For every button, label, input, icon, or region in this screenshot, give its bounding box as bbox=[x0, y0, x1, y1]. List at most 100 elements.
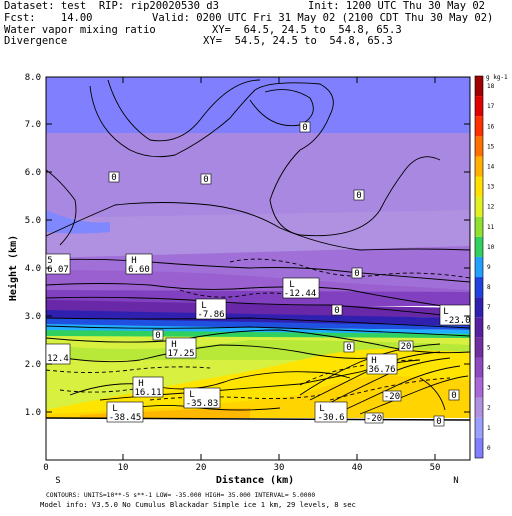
colorbar-swatch bbox=[475, 437, 483, 458]
low-label: L bbox=[319, 404, 324, 414]
x-tick-label: 0 bbox=[43, 463, 48, 473]
high-value: 36.76 bbox=[368, 365, 395, 375]
label-m20: -20 bbox=[384, 392, 400, 402]
colorbar-unit: g kg-1 bbox=[486, 74, 508, 81]
colorbar-swatch bbox=[475, 196, 483, 217]
label-zero: 0 bbox=[356, 191, 361, 201]
colorbar-label: 7 bbox=[487, 304, 491, 311]
colorbar-label: 11 bbox=[487, 224, 495, 231]
low-label: L bbox=[189, 390, 194, 400]
y-tick-label: 6.0 bbox=[25, 168, 41, 178]
high-value: 17.25 bbox=[167, 349, 194, 359]
model-info: Model info: V3.5.0 No Cumulus Blackadar … bbox=[40, 500, 356, 509]
x-tick-label: 30 bbox=[274, 463, 285, 473]
y-tick-label: 8.0 bbox=[25, 73, 41, 83]
colorbar-label: 8 bbox=[487, 284, 491, 291]
label-m20: -20 bbox=[366, 414, 382, 424]
label-zero: 0 bbox=[346, 343, 351, 353]
north-label: N bbox=[453, 476, 458, 486]
colorbar-label: 18 bbox=[487, 83, 495, 90]
field1-label: Water vapor mixing ratio bbox=[4, 24, 156, 36]
colorbar-label: 6 bbox=[487, 324, 491, 331]
edge-label: L bbox=[443, 307, 448, 317]
colorbar-label: 9 bbox=[487, 264, 491, 271]
edge-label: 5 bbox=[47, 256, 52, 266]
label-zero: 0 bbox=[203, 175, 208, 185]
colorbar-label: 3 bbox=[487, 385, 491, 392]
colorbar-swatch bbox=[475, 277, 483, 298]
edge-value: 12.4 bbox=[47, 354, 69, 364]
low-value: -12.44 bbox=[284, 289, 317, 299]
x-axis-title: Distance (km) bbox=[216, 474, 294, 486]
colorbar-swatch bbox=[475, 417, 483, 438]
y-tick-label: 3.0 bbox=[25, 312, 41, 322]
colorbar-swatch bbox=[475, 256, 483, 278]
high-label: H bbox=[171, 340, 176, 350]
edge-value: 6.07 bbox=[47, 265, 69, 275]
colorbar-label: 16 bbox=[487, 123, 495, 130]
low-label: L bbox=[289, 280, 294, 290]
dataset-label: Dataset: test RIP: rip20020530 d3 bbox=[4, 0, 219, 12]
low-value: -35.83 bbox=[186, 399, 219, 409]
label-p20: 20 bbox=[401, 342, 412, 352]
colorbar-swatch bbox=[475, 216, 483, 237]
x-tick-label: 10 bbox=[118, 463, 129, 473]
x-tick-label: 40 bbox=[352, 463, 363, 473]
label-zero: 0 bbox=[302, 123, 307, 133]
y-axis: 1.0 2.0 3.0 4.0 5.0 6.0 7.0 8.0 Height (… bbox=[7, 73, 470, 418]
colorbar-swatch bbox=[475, 76, 483, 97]
low-value: -38.45 bbox=[109, 413, 142, 423]
contours-info: CONTOURS: UNITS=10**-5 s**-1 LOW= -35.00… bbox=[46, 492, 315, 499]
colorbar-label: 5 bbox=[487, 344, 491, 351]
y-tick-label: 2.0 bbox=[25, 360, 41, 370]
label-zero: 0 bbox=[155, 331, 160, 341]
low-value: -7.86 bbox=[197, 310, 224, 320]
fcst-label: Fcst: 14.00 bbox=[4, 12, 93, 24]
y-tick-label: 5.0 bbox=[25, 216, 41, 226]
xy1-label: XY= 64.5, 24.5 to 54.8, 65.3 bbox=[212, 24, 402, 36]
colorbar-label: 17 bbox=[487, 103, 495, 110]
colorbar-swatch bbox=[475, 377, 483, 398]
colorbar-swatch bbox=[475, 176, 483, 197]
colorbar-swatch bbox=[475, 357, 483, 378]
low-label: L bbox=[112, 404, 117, 414]
colorbar-label: 4 bbox=[487, 365, 491, 372]
label-zero: 0 bbox=[436, 417, 441, 427]
high-value: 16.11 bbox=[134, 388, 161, 398]
label-zero: 0 bbox=[334, 306, 339, 316]
colorbar-swatch bbox=[475, 397, 483, 418]
colorbar-label: 1 bbox=[487, 425, 491, 432]
high-label: H bbox=[371, 356, 376, 366]
high-label: H bbox=[131, 256, 136, 266]
valid-label: Valid: 0200 UTC Fri 31 May 02 (2100 CDT … bbox=[152, 12, 494, 24]
y-axis-title: Height (km) bbox=[7, 235, 19, 301]
label-zero: 0 bbox=[451, 391, 456, 401]
colorbar-label: 2 bbox=[487, 405, 491, 412]
high-value: 6.60 bbox=[128, 265, 150, 275]
colorbar-frame bbox=[474, 75, 484, 459]
colorbar-swatch bbox=[475, 156, 483, 177]
label-zero: 0 bbox=[111, 173, 116, 183]
south-label: S bbox=[55, 476, 60, 486]
colorbar-label: 14 bbox=[487, 163, 495, 170]
colorbar-swatch bbox=[475, 96, 483, 117]
negative-contours bbox=[46, 258, 470, 401]
xy2-label: XY= 54.5, 24.5 to 54.8, 65.3 bbox=[203, 35, 393, 47]
colorbar-swatch bbox=[475, 337, 483, 358]
colorbar-label: 15 bbox=[487, 143, 495, 150]
colorbar-swatch bbox=[475, 297, 483, 318]
colorbar-swatch bbox=[475, 236, 483, 257]
x-tick-label: 20 bbox=[196, 463, 207, 473]
colorbar-label: 13 bbox=[487, 184, 495, 191]
init-label: Init: 1200 UTC Thu 30 May 02 bbox=[308, 0, 486, 12]
colorbar-label: 12 bbox=[487, 204, 495, 211]
y-tick-label: 1.0 bbox=[25, 408, 41, 418]
contour-labels: 0 0 0 0 0 0 0 0 0 0 20 -20 -20 H 6.60 L … bbox=[45, 121, 471, 427]
edge-value: -23.0 bbox=[443, 316, 470, 326]
colorbar-label: 0 bbox=[487, 445, 491, 452]
field2-label: Divergence bbox=[4, 35, 68, 47]
colorbar-swatch bbox=[475, 136, 483, 157]
colorbar-swatch bbox=[475, 317, 483, 338]
